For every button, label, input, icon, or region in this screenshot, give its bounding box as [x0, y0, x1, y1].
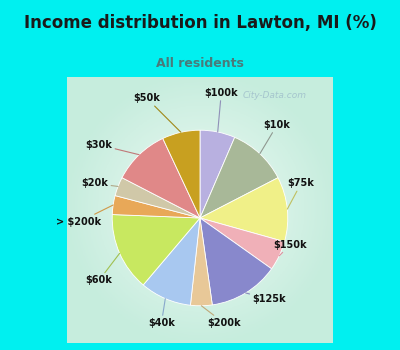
Text: City-Data.com: City-Data.com [242, 91, 306, 100]
Wedge shape [190, 218, 212, 306]
Text: $150k: $150k [274, 240, 307, 256]
Text: > $200k: > $200k [56, 205, 113, 227]
Text: All residents: All residents [156, 57, 244, 70]
Text: $125k: $125k [246, 293, 286, 304]
Wedge shape [200, 218, 284, 269]
Text: $75k: $75k [287, 178, 314, 209]
Text: $100k: $100k [204, 88, 238, 132]
Text: $30k: $30k [86, 140, 139, 155]
Text: $50k: $50k [133, 93, 181, 132]
Wedge shape [112, 215, 200, 285]
Wedge shape [115, 178, 200, 218]
Text: $40k: $40k [148, 299, 175, 328]
Text: $20k: $20k [82, 178, 118, 188]
Wedge shape [143, 218, 200, 305]
Wedge shape [163, 130, 200, 218]
Wedge shape [200, 178, 288, 242]
Wedge shape [200, 130, 235, 218]
Wedge shape [122, 139, 200, 218]
Wedge shape [112, 196, 200, 218]
Text: $10k: $10k [260, 120, 290, 154]
Text: $200k: $200k [201, 306, 241, 328]
Text: Income distribution in Lawton, MI (%): Income distribution in Lawton, MI (%) [24, 14, 376, 32]
Text: $60k: $60k [86, 253, 120, 286]
Wedge shape [200, 218, 272, 305]
Wedge shape [200, 137, 278, 218]
